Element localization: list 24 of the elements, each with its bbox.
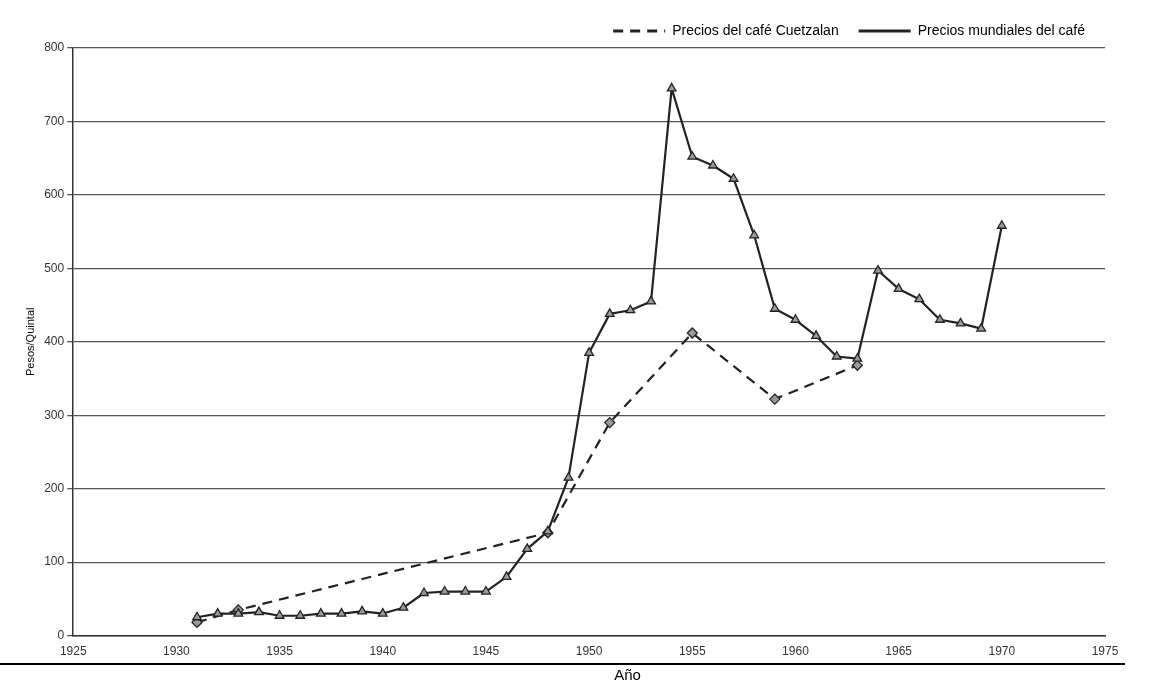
y-tick-label: 100 bbox=[44, 554, 65, 569]
x-tick-label: 1930 bbox=[163, 644, 191, 659]
x-tick-label: 1970 bbox=[988, 644, 1016, 659]
x-tick-label: 1925 bbox=[59, 644, 87, 659]
y-tick-label: 600 bbox=[44, 187, 65, 202]
x-tick-label: 1945 bbox=[472, 644, 500, 659]
legend-label: Precios mundiales del café bbox=[917, 21, 1086, 38]
x-tick-label: 1940 bbox=[369, 644, 397, 659]
y-tick-label: 500 bbox=[44, 260, 65, 275]
x-tick-label: 1960 bbox=[782, 644, 810, 659]
y-tick-label: 800 bbox=[44, 40, 65, 55]
x-tick-label: 1950 bbox=[575, 644, 603, 659]
y-tick-label: 300 bbox=[44, 407, 65, 422]
x-axis-title: Año bbox=[613, 666, 642, 683]
x-tick-label: 1935 bbox=[266, 644, 294, 659]
x-tick-label: 1955 bbox=[678, 644, 706, 659]
y-axis-title: Pesos/Quintal bbox=[23, 307, 36, 377]
y-tick-label: 400 bbox=[44, 334, 65, 349]
y-tick-label: 700 bbox=[44, 113, 65, 128]
legend-label: Precios del café Cuetzalan bbox=[672, 21, 839, 38]
x-tick-label: 1975 bbox=[1091, 644, 1119, 659]
y-tick-label: 0 bbox=[57, 627, 65, 642]
x-tick-label: 1965 bbox=[885, 644, 913, 659]
y-tick-label: 200 bbox=[44, 481, 65, 496]
